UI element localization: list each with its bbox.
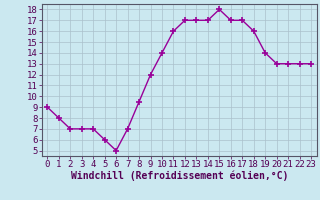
X-axis label: Windchill (Refroidissement éolien,°C): Windchill (Refroidissement éolien,°C) [70, 171, 288, 181]
